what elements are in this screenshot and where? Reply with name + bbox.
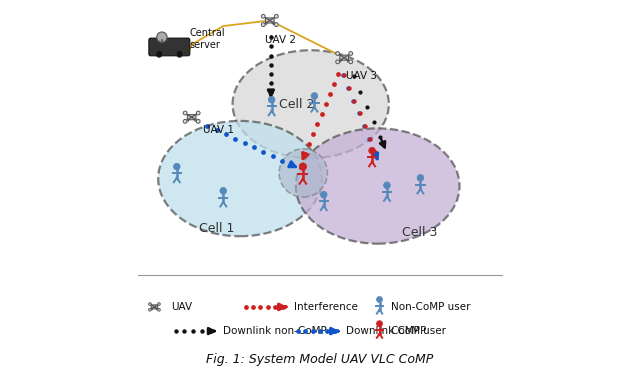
Circle shape <box>220 187 227 194</box>
Circle shape <box>196 119 200 123</box>
Ellipse shape <box>296 128 460 244</box>
FancyBboxPatch shape <box>340 55 349 60</box>
Circle shape <box>176 51 183 57</box>
Text: UAV 3: UAV 3 <box>346 71 377 81</box>
Text: Downlink CoMP: Downlink CoMP <box>346 326 426 336</box>
Circle shape <box>183 119 187 123</box>
Circle shape <box>369 147 376 154</box>
Circle shape <box>349 60 353 64</box>
Text: Interference: Interference <box>294 302 358 312</box>
Circle shape <box>157 303 160 305</box>
Circle shape <box>275 23 278 26</box>
Circle shape <box>268 96 275 103</box>
Circle shape <box>349 52 353 55</box>
Circle shape <box>275 15 278 18</box>
Text: Cell 1: Cell 1 <box>199 222 234 235</box>
Text: CoMP user: CoMP user <box>390 326 445 336</box>
Ellipse shape <box>232 50 389 158</box>
Text: UAV 2: UAV 2 <box>265 35 296 45</box>
Circle shape <box>156 51 163 57</box>
Text: UAV: UAV <box>172 302 193 312</box>
Circle shape <box>157 32 167 42</box>
Circle shape <box>196 111 200 115</box>
Circle shape <box>157 308 160 311</box>
Ellipse shape <box>158 121 322 236</box>
Circle shape <box>261 15 265 18</box>
Text: Cell 3: Cell 3 <box>402 226 437 239</box>
Text: Central
server: Central server <box>190 28 225 50</box>
Circle shape <box>261 23 265 26</box>
Circle shape <box>321 191 327 198</box>
Circle shape <box>417 174 424 181</box>
Circle shape <box>311 93 318 99</box>
Text: Cell 2: Cell 2 <box>279 98 314 110</box>
Text: Downlink non-CoMP: Downlink non-CoMP <box>223 326 327 336</box>
Circle shape <box>148 308 151 311</box>
FancyBboxPatch shape <box>151 305 157 309</box>
Circle shape <box>300 163 307 170</box>
Circle shape <box>173 163 180 170</box>
Text: Non-CoMP user: Non-CoMP user <box>390 302 470 312</box>
Text: Fig. 1: System Model UAV VLC CoMP: Fig. 1: System Model UAV VLC CoMP <box>206 353 434 366</box>
FancyBboxPatch shape <box>266 18 274 23</box>
FancyBboxPatch shape <box>149 38 190 56</box>
FancyBboxPatch shape <box>188 115 196 120</box>
Circle shape <box>376 296 383 302</box>
Circle shape <box>383 182 390 189</box>
Circle shape <box>376 321 383 327</box>
Circle shape <box>279 149 328 197</box>
Circle shape <box>148 303 151 305</box>
Circle shape <box>336 52 340 55</box>
Circle shape <box>183 111 187 115</box>
Circle shape <box>336 60 340 64</box>
Text: UAV 1: UAV 1 <box>203 125 234 135</box>
